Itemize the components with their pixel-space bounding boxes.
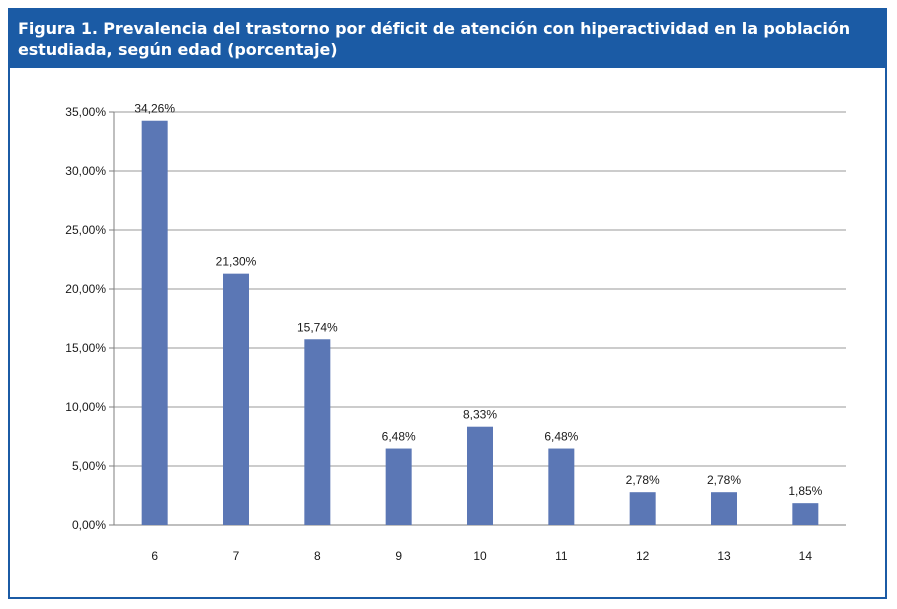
x-axis: 6 7 8 9 10 11 12 13 14 <box>151 549 812 563</box>
bar-data-label: 15,74% <box>297 320 338 334</box>
bar <box>711 492 737 525</box>
data-labels: 34,26% 21,30% 15,74% 6,48% 8,33% 6,48% 2,78% 2,… <box>134 102 822 498</box>
x-tick-label: 9 <box>395 549 402 563</box>
x-tick-label: 8 <box>314 549 321 563</box>
bar-data-label: 6,48% <box>544 430 578 444</box>
figure-title: Figura 1. Prevalencia del trastorno por … <box>18 19 850 59</box>
bar <box>304 339 331 525</box>
y-tick-label: 35,00% <box>65 105 106 119</box>
bar <box>385 448 412 525</box>
x-tick-label: 6 <box>151 549 158 563</box>
y-tick-label: 0,00% <box>72 518 106 532</box>
bar-data-label: 21,30% <box>216 255 257 269</box>
x-tick-label: 11 <box>555 549 568 563</box>
bar-data-label: 1,85% <box>788 484 822 498</box>
bar <box>629 492 656 525</box>
bar-data-label: 6,48% <box>382 430 416 444</box>
y-tick-label: 25,00% <box>65 223 106 237</box>
bar <box>792 503 819 525</box>
bar <box>548 448 575 525</box>
x-tick-label: 12 <box>636 549 650 563</box>
figure-header: Figura 1. Prevalencia del trastorno por … <box>10 10 885 68</box>
bars <box>141 120 819 526</box>
x-tick-label: 10 <box>473 549 487 563</box>
y-tick-label: 30,00% <box>65 164 106 178</box>
x-tick-label: 13 <box>717 549 731 563</box>
y-tick-label: 20,00% <box>65 282 106 296</box>
y-tick-label: 5,00% <box>72 459 106 473</box>
bar <box>467 426 493 525</box>
bar-data-label: 8,33% <box>463 408 497 422</box>
y-axis: 0,00% 5,00% 10,00% 15,00% 20,00% 25,00% 30,00%… <box>65 105 115 532</box>
x-tick-label: 14 <box>799 549 813 563</box>
bar <box>141 120 168 526</box>
y-tick-label: 15,00% <box>65 341 106 355</box>
bar-data-label: 2,78% <box>707 473 741 487</box>
bar-data-label: 2,78% <box>626 473 660 487</box>
y-tick-label: 10,00% <box>65 400 106 414</box>
bar <box>223 273 249 525</box>
bar-data-label: 34,26% <box>134 102 175 116</box>
x-tick-label: 7 <box>233 549 240 563</box>
